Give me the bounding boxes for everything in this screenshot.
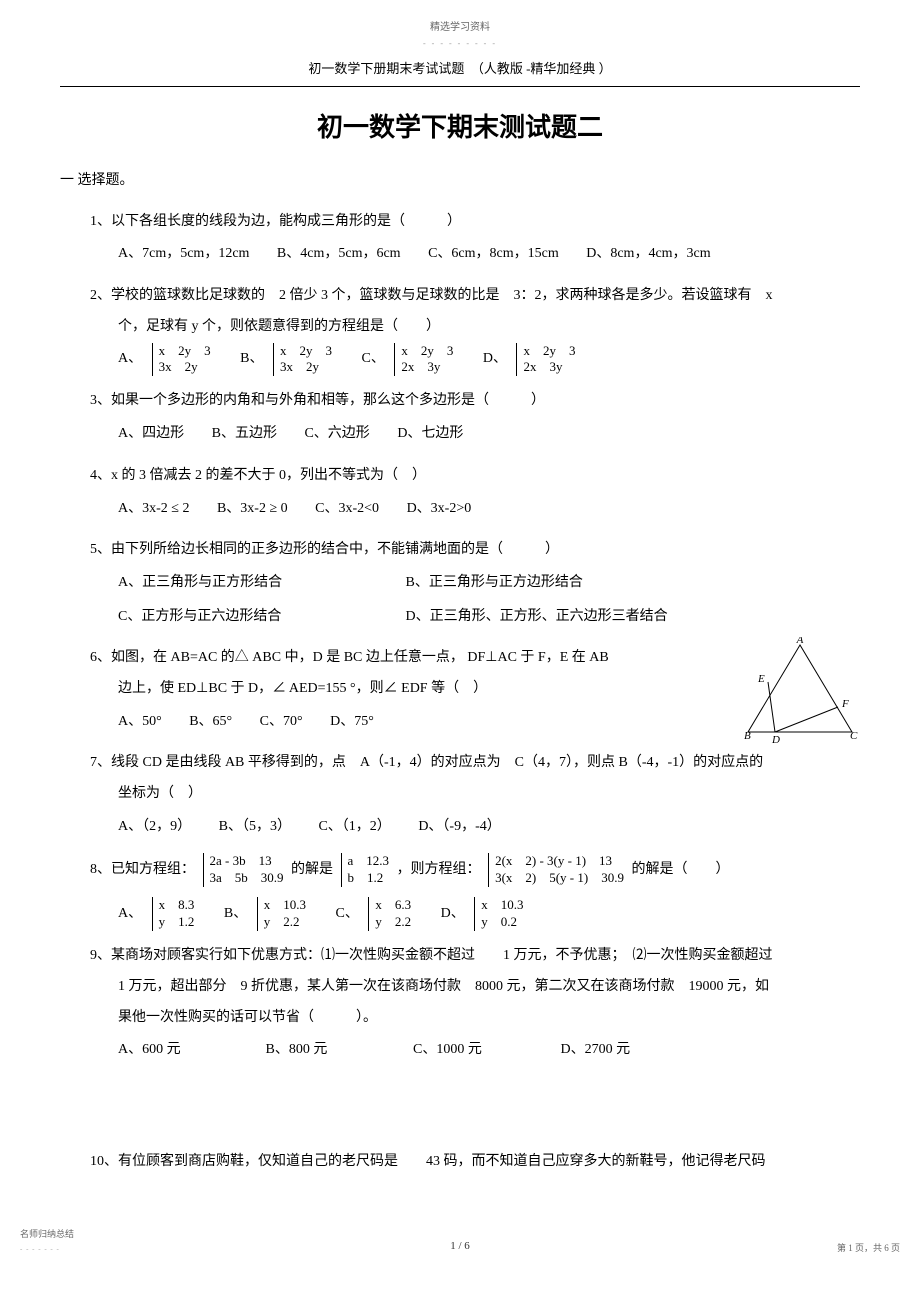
q7-line1: 7、线段 CD 是由线段 AB 平移得到的，点 A（-1，4）的对应点为 C（4… <box>90 748 860 779</box>
q8-label-a: A、 <box>118 899 142 930</box>
q8-opt-a: x 8.3 y 1.2 <box>152 897 195 931</box>
q1-opt-b: B、4cm，5cm，6cm <box>277 237 401 271</box>
q9-line2: 1 万元，超出部分 9 折优惠，某人第一次在该商场付款 8000 元，第二次又在… <box>118 972 860 1003</box>
footer-right-text: 第 1 页，共 6 页 <box>837 1241 900 1255</box>
q8-sys3: 2(x 2) - 3(y - 1) 13 3(x 2) 5(y - 1) 30.… <box>488 853 624 887</box>
q2-label-b: B、 <box>240 344 263 375</box>
footer-left-dots: - - - - - - - <box>20 1245 60 1253</box>
q9-line3: 果他一次性购买的话可以节省（ ）。 <box>118 1003 860 1034</box>
q8-label-c: C、 <box>336 899 359 930</box>
section-heading: 一 选择题。 <box>60 170 860 192</box>
q4-opt-b: B、3x-2 ≥ 0 <box>217 492 288 526</box>
svg-text:E: E <box>757 673 765 685</box>
q8-opt-b: x 10.3 y 2.2 <box>257 897 306 931</box>
q7-opt-b: B、（5，3） <box>219 810 291 844</box>
q8-sys1: 2a - 3b 13 3a 5b 30.9 <box>203 853 284 887</box>
svg-text:D: D <box>771 734 780 746</box>
top-label: 精选学习资料 <box>60 20 860 36</box>
q5-opt-a: A、正三角形与正方形结合 <box>118 566 378 600</box>
q3-opt-b: B、五边形 <box>212 417 277 451</box>
q8-prefix: 8、已知方程组： <box>90 863 195 878</box>
q1-opt-d: D、8cm，4cm，3cm <box>586 237 710 271</box>
q8-mid1: 的解是 <box>291 863 333 878</box>
page-number: 1 / 6 <box>60 1238 860 1256</box>
question-7: 7、线段 CD 是由线段 AB 平移得到的，点 A（-1，4）的对应点为 C（4… <box>90 748 860 843</box>
q1-text: 1、以下各组长度的线段为边，能构成三角形的是（ ） <box>90 207 860 238</box>
q2-sys-a: x 2y 3 3x 2y <box>152 343 211 377</box>
q8-mid2: ，则方程组： <box>397 863 481 878</box>
q3-opt-d: D、七边形 <box>397 417 463 451</box>
q2-label-d: D、 <box>483 344 507 375</box>
q9-opt-d: D、2700 元 <box>561 1033 631 1067</box>
q1-opt-c: C、6cm，8cm，15cm <box>428 237 559 271</box>
q1-opt-a: A、7cm，5cm，12cm <box>118 237 249 271</box>
q8-sys2: a 12.3 b 1.2 <box>341 853 390 887</box>
q2-label-c: C、 <box>362 344 385 375</box>
q3-opt-a: A、四边形 <box>118 417 184 451</box>
page-footer: 1 / 6 名师归纳总结 - - - - - - - 第 1 页，共 6 页 <box>60 1238 860 1256</box>
svg-text:A: A <box>796 637 804 646</box>
q4-opt-d: D、3x-2>0 <box>407 492 472 526</box>
q6-opt-d: D、75° <box>330 705 374 739</box>
q2-sys-c: x 2y 3 2x 3y <box>394 343 453 377</box>
q5-opt-c: C、正方形与正六边形结合 <box>118 600 378 634</box>
q8-opt-c: x 6.3 y 2.2 <box>368 897 411 931</box>
question-4: 4、x 的 3 倍减去 2 的差不大于 0，列出不等式为（ ） A、3x-2 ≤… <box>90 461 860 525</box>
q5-opt-d: D、正三角形、正方形、正六边形三者结合 <box>406 600 668 634</box>
q7-opt-c: C、（1，2） <box>318 810 390 844</box>
header-line: 初一数学下册期末考试试题 （人教版 -精华加经典 ） <box>60 59 860 87</box>
q2-line2: 个，足球有 y 个，则依题意得到的方程组是（ ） <box>118 312 860 343</box>
question-3: 3、如果一个多边形的内角和与外角和相等，那么这个多边形是（ ） A、四边形 B、… <box>90 386 860 450</box>
question-10: 10、有位顾客到商店购鞋，仅知道自己的老尺码是 43 码，而不知道自己应穿多大的… <box>90 1147 860 1178</box>
q2-sys-d: x 2y 3 2x 3y <box>516 343 575 377</box>
svg-text:C: C <box>850 730 858 742</box>
top-dots: - - - - - - - - - <box>60 38 860 51</box>
q9-opt-b: B、800 元 <box>266 1033 386 1067</box>
footer-left-text: 名师归纳总结 <box>20 1229 74 1239</box>
q10-text: 10、有位顾客到商店购鞋，仅知道自己的老尺码是 43 码，而不知道自己应穿多大的… <box>90 1147 860 1178</box>
svg-text:F: F <box>841 698 849 710</box>
question-6: A B C D E F 6、如图，在 AB=AC 的△ ABC 中，D 是 BC… <box>90 643 860 738</box>
q9-opt-a: A、600 元 <box>118 1033 238 1067</box>
triangle-figure: A B C D E F <box>730 637 870 747</box>
q7-line2: 坐标为（ ） <box>118 779 860 810</box>
page-title: 初一数学下期末测试题二 <box>60 107 860 149</box>
q9-opt-c: C、1000 元 <box>413 1033 533 1067</box>
q3-opt-c: C、六边形 <box>304 417 369 451</box>
q2-label-a: A、 <box>118 344 142 375</box>
q4-text: 4、x 的 3 倍减去 2 的差不大于 0，列出不等式为（ ） <box>90 461 860 492</box>
question-5: 5、由下列所给边长相同的正多边形的结合中，不能铺满地面的是（ ） A、正三角形与… <box>90 535 860 633</box>
q8-label-b: B、 <box>224 899 247 930</box>
q6-opt-c: C、70° <box>260 705 303 739</box>
q6-opt-a: A、50° <box>118 705 162 739</box>
q7-opt-d: D、（-9，-4） <box>418 810 500 844</box>
q9-line1: 9、某商场对顾客实行如下优惠方式：⑴一次性购买金额不超过 1 万元，不予优惠； … <box>90 941 860 972</box>
svg-text:B: B <box>744 730 751 742</box>
q4-opt-c: C、3x-2<0 <box>315 492 379 526</box>
q6-opt-b: B、65° <box>189 705 232 739</box>
question-8: 8、已知方程组： 2a - 3b 13 3a 5b 30.9 的解是 a 12.… <box>90 853 860 931</box>
q5-text: 5、由下列所给边长相同的正多边形的结合中，不能铺满地面的是（ ） <box>90 535 860 566</box>
q5-opt-b: B、正三角形与正方边形结合 <box>406 566 583 600</box>
q8-opt-d: x 10.3 y 0.2 <box>474 897 523 931</box>
question-9: 9、某商场对顾客实行如下优惠方式：⑴一次性购买金额不超过 1 万元，不予优惠； … <box>90 941 860 1067</box>
q2-line1: 2、学校的篮球数比足球数的 2 倍少 3 个，篮球数与足球数的比是 3：2，求两… <box>90 281 860 312</box>
q8-label-d: D、 <box>441 899 465 930</box>
question-1: 1、以下各组长度的线段为边，能构成三角形的是（ ） A、7cm，5cm，12cm… <box>90 207 860 271</box>
q7-opt-a: A、（2，9） <box>118 810 191 844</box>
question-2: 2、学校的篮球数比足球数的 2 倍少 3 个，篮球数与足球数的比是 3：2，求两… <box>90 281 860 376</box>
q4-opt-a: A、3x-2 ≤ 2 <box>118 492 189 526</box>
q8-suffix: 的解是（ ） <box>631 863 729 878</box>
q3-text: 3、如果一个多边形的内角和与外角和相等，那么这个多边形是（ ） <box>90 386 860 417</box>
q2-sys-b: x 2y 3 3x 2y <box>273 343 332 377</box>
